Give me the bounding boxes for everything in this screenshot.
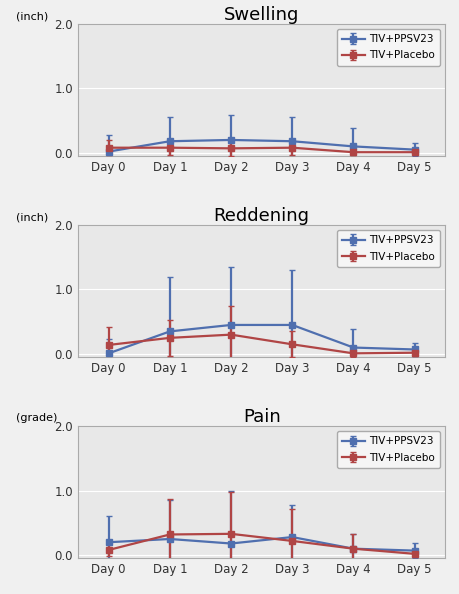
Text: (inch): (inch) [16, 212, 48, 222]
Title: Swelling: Swelling [224, 5, 299, 24]
Legend: TIV+PPSV23, TIV+Placebo: TIV+PPSV23, TIV+Placebo [337, 230, 440, 267]
Legend: TIV+PPSV23, TIV+Placebo: TIV+PPSV23, TIV+Placebo [337, 29, 440, 65]
Text: (grade): (grade) [16, 413, 57, 424]
Text: (inch): (inch) [16, 11, 48, 21]
Title: Reddening: Reddening [213, 207, 310, 225]
Title: Pain: Pain [243, 408, 280, 426]
Legend: TIV+PPSV23, TIV+Placebo: TIV+PPSV23, TIV+Placebo [337, 431, 440, 468]
